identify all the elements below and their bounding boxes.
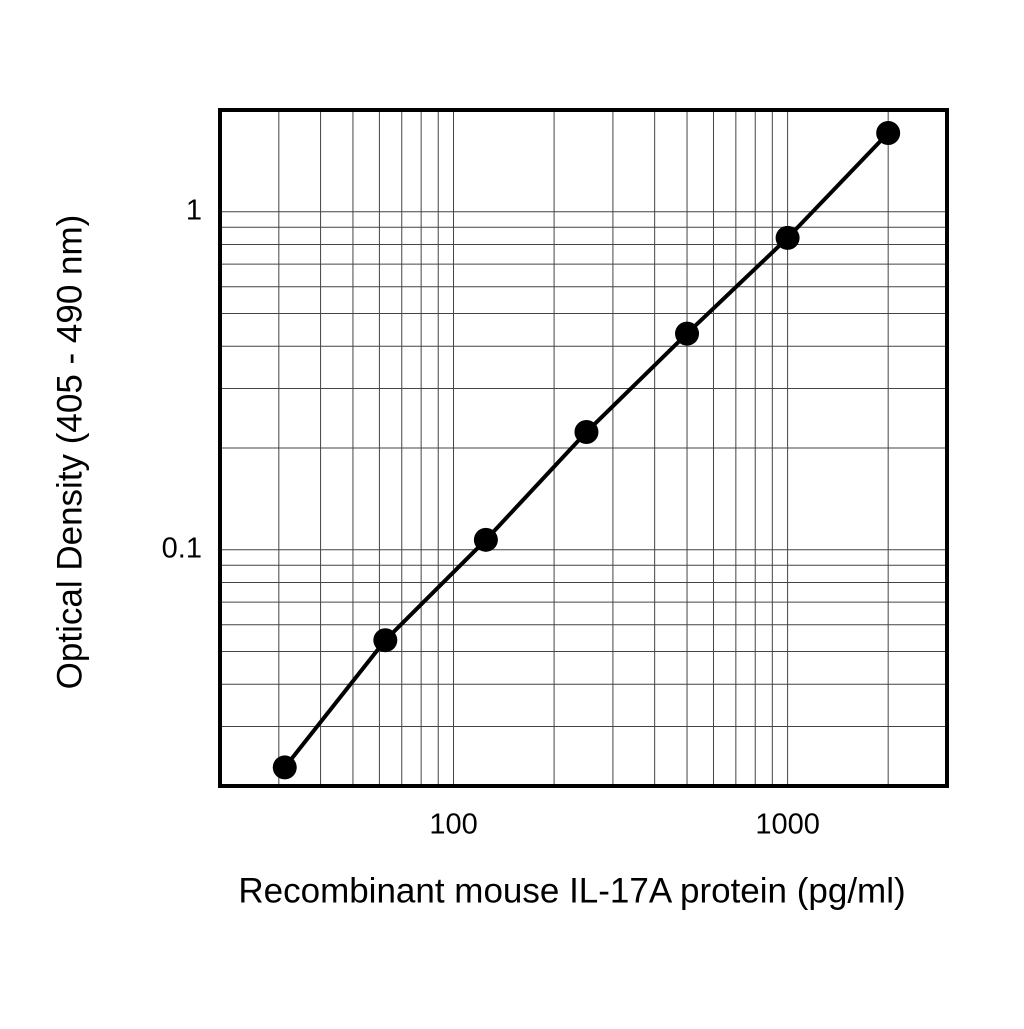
data-point — [775, 225, 800, 250]
x-axis-label: Recombinant mouse IL-17A protein (pg/ml) — [238, 871, 905, 910]
grid — [220, 110, 947, 786]
data-point — [675, 321, 700, 346]
y-tick-label: 0.1 — [162, 532, 202, 564]
x-tick-label: 1000 — [755, 809, 820, 841]
data-point — [574, 420, 599, 445]
data-point — [373, 628, 398, 653]
x-tick-label: 100 — [429, 809, 477, 841]
y-axis-label: Optical Density (405 - 490 nm) — [50, 215, 89, 690]
plot-frame — [218, 108, 949, 788]
data-point — [272, 755, 297, 780]
y-tick-label: 1 — [186, 194, 202, 226]
data-point — [473, 527, 498, 552]
data-point — [876, 120, 901, 145]
